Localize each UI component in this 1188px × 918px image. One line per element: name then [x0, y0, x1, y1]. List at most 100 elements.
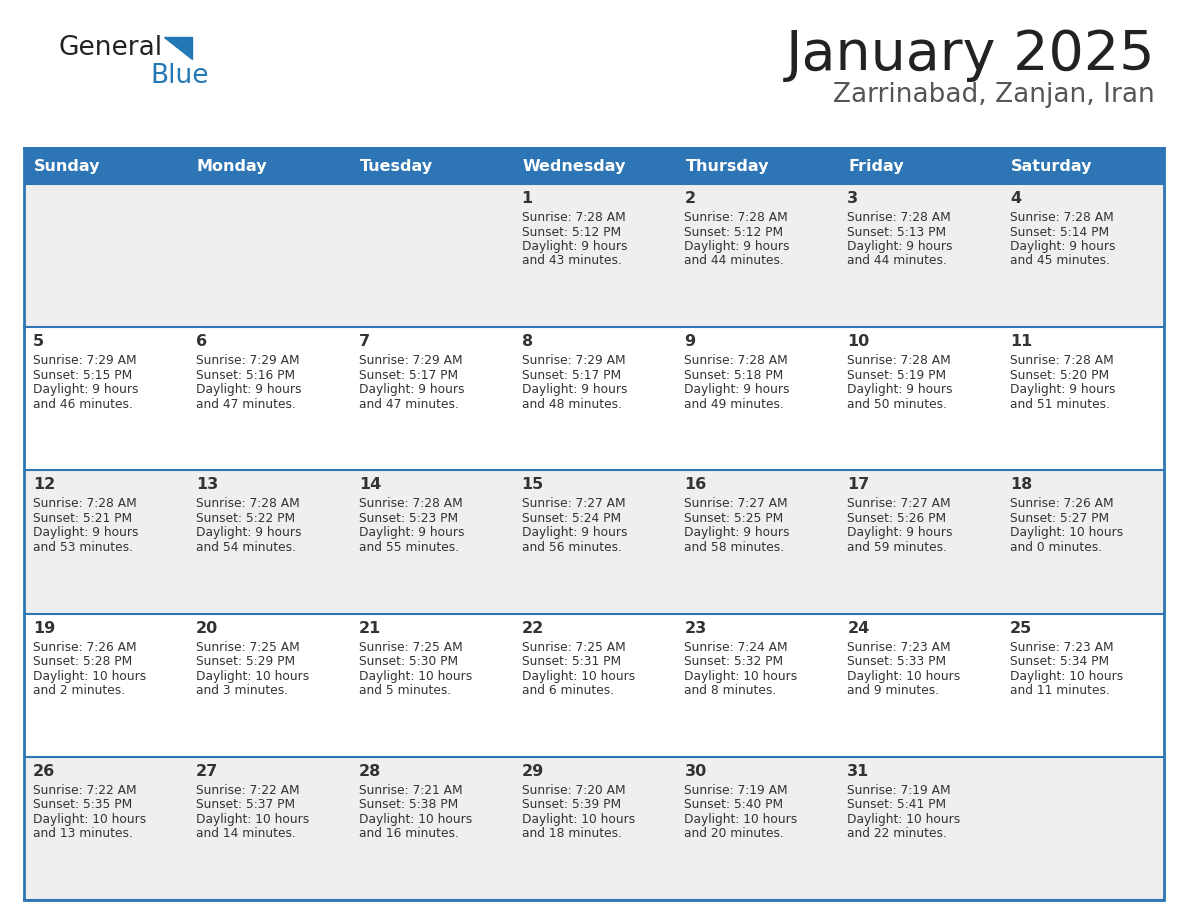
Text: 27: 27	[196, 764, 219, 778]
Text: and 47 minutes.: and 47 minutes.	[359, 397, 459, 410]
Text: Sunrise: 7:28 AM: Sunrise: 7:28 AM	[359, 498, 462, 510]
Text: Sunset: 5:37 PM: Sunset: 5:37 PM	[196, 799, 295, 812]
Text: Sunset: 5:22 PM: Sunset: 5:22 PM	[196, 512, 295, 525]
Bar	[839, 613, 1001, 756]
Text: Daylight: 9 hours: Daylight: 9 hours	[1010, 383, 1116, 397]
Text: Sunset: 5:18 PM: Sunset: 5:18 PM	[684, 369, 784, 382]
Bar	[349, 470, 512, 613]
Text: Sunrise: 7:28 AM: Sunrise: 7:28 AM	[1010, 211, 1114, 224]
Text: Daylight: 10 hours: Daylight: 10 hours	[196, 812, 309, 826]
Bar	[24, 756, 187, 900]
Text: and 49 minutes.: and 49 minutes.	[684, 397, 784, 410]
Text: Saturday: Saturday	[1011, 159, 1093, 174]
Text: Sunrise: 7:27 AM: Sunrise: 7:27 AM	[847, 498, 950, 510]
Bar	[676, 756, 839, 900]
Text: Daylight: 9 hours: Daylight: 9 hours	[847, 240, 953, 253]
Text: 23: 23	[684, 621, 707, 635]
Text: and 44 minutes.: and 44 minutes.	[847, 254, 947, 267]
Text: and 56 minutes.: and 56 minutes.	[522, 541, 621, 554]
Text: Sunrise: 7:19 AM: Sunrise: 7:19 AM	[684, 784, 788, 797]
Text: and 47 minutes.: and 47 minutes.	[196, 397, 296, 410]
Text: Sunrise: 7:22 AM: Sunrise: 7:22 AM	[33, 784, 137, 797]
Text: Sunrise: 7:23 AM: Sunrise: 7:23 AM	[847, 641, 950, 654]
Text: and 5 minutes.: and 5 minutes.	[359, 684, 451, 697]
Text: Daylight: 9 hours: Daylight: 9 hours	[196, 526, 302, 540]
Text: 22: 22	[522, 621, 544, 635]
Text: Sunrise: 7:28 AM: Sunrise: 7:28 AM	[522, 211, 625, 224]
Text: Blue: Blue	[150, 63, 209, 89]
Text: Daylight: 10 hours: Daylight: 10 hours	[33, 812, 146, 826]
Bar	[512, 148, 676, 184]
Text: 9: 9	[684, 334, 695, 349]
Text: 30: 30	[684, 764, 707, 778]
Text: Sunrise: 7:29 AM: Sunrise: 7:29 AM	[522, 354, 625, 367]
Bar	[349, 756, 512, 900]
Bar	[676, 184, 839, 327]
Text: Sunrise: 7:22 AM: Sunrise: 7:22 AM	[196, 784, 299, 797]
Text: and 50 minutes.: and 50 minutes.	[847, 397, 947, 410]
Text: 12: 12	[33, 477, 56, 492]
Text: and 11 minutes.: and 11 minutes.	[1010, 684, 1110, 697]
Text: 29: 29	[522, 764, 544, 778]
Text: and 46 minutes.: and 46 minutes.	[33, 397, 133, 410]
Text: Sunset: 5:41 PM: Sunset: 5:41 PM	[847, 799, 947, 812]
Text: 1: 1	[522, 191, 532, 206]
Text: Daylight: 10 hours: Daylight: 10 hours	[684, 669, 797, 683]
Text: Sunset: 5:38 PM: Sunset: 5:38 PM	[359, 799, 457, 812]
Bar	[676, 148, 839, 184]
Bar	[349, 327, 512, 470]
Text: Sunrise: 7:28 AM: Sunrise: 7:28 AM	[684, 354, 788, 367]
Text: and 20 minutes.: and 20 minutes.	[684, 827, 784, 840]
Text: 6: 6	[196, 334, 207, 349]
Bar	[512, 613, 676, 756]
Text: Sunset: 5:20 PM: Sunset: 5:20 PM	[1010, 369, 1110, 382]
Text: Sunset: 5:34 PM: Sunset: 5:34 PM	[1010, 655, 1110, 668]
Text: Friday: Friday	[848, 159, 904, 174]
Text: Sunset: 5:13 PM: Sunset: 5:13 PM	[847, 226, 947, 239]
Text: 15: 15	[522, 477, 544, 492]
Text: and 6 minutes.: and 6 minutes.	[522, 684, 614, 697]
Text: January 2025: January 2025	[785, 28, 1155, 82]
Text: Sunset: 5:35 PM: Sunset: 5:35 PM	[33, 799, 132, 812]
Text: Sunrise: 7:28 AM: Sunrise: 7:28 AM	[847, 211, 952, 224]
Text: and 22 minutes.: and 22 minutes.	[847, 827, 947, 840]
Text: Zarrinabad, Zanjan, Iran: Zarrinabad, Zanjan, Iran	[833, 82, 1155, 108]
Text: Daylight: 9 hours: Daylight: 9 hours	[522, 383, 627, 397]
Text: 4: 4	[1010, 191, 1022, 206]
Bar	[349, 148, 512, 184]
Text: Sunset: 5:19 PM: Sunset: 5:19 PM	[847, 369, 947, 382]
Text: and 48 minutes.: and 48 minutes.	[522, 397, 621, 410]
Bar	[24, 148, 1164, 900]
Bar	[676, 327, 839, 470]
Bar	[839, 327, 1001, 470]
Text: 11: 11	[1010, 334, 1032, 349]
Text: Daylight: 10 hours: Daylight: 10 hours	[1010, 669, 1124, 683]
Text: Sunrise: 7:28 AM: Sunrise: 7:28 AM	[33, 498, 137, 510]
Text: 24: 24	[847, 621, 870, 635]
Text: and 53 minutes.: and 53 minutes.	[33, 541, 133, 554]
Text: 5: 5	[33, 334, 44, 349]
Text: Daylight: 9 hours: Daylight: 9 hours	[359, 383, 465, 397]
Text: 14: 14	[359, 477, 381, 492]
Text: Daylight: 9 hours: Daylight: 9 hours	[684, 240, 790, 253]
Bar	[839, 184, 1001, 327]
Text: Daylight: 10 hours: Daylight: 10 hours	[847, 812, 961, 826]
Bar	[839, 470, 1001, 613]
Text: Daylight: 10 hours: Daylight: 10 hours	[359, 812, 472, 826]
Bar	[839, 148, 1001, 184]
Bar	[187, 470, 349, 613]
Text: 20: 20	[196, 621, 219, 635]
Text: Sunset: 5:17 PM: Sunset: 5:17 PM	[522, 369, 620, 382]
Text: Sunset: 5:14 PM: Sunset: 5:14 PM	[1010, 226, 1110, 239]
Text: Sunset: 5:12 PM: Sunset: 5:12 PM	[522, 226, 620, 239]
Bar	[512, 327, 676, 470]
Bar	[187, 148, 349, 184]
Text: Daylight: 9 hours: Daylight: 9 hours	[522, 240, 627, 253]
Text: Sunrise: 7:26 AM: Sunrise: 7:26 AM	[1010, 498, 1114, 510]
Text: 31: 31	[847, 764, 870, 778]
Text: 16: 16	[684, 477, 707, 492]
Text: Sunrise: 7:29 AM: Sunrise: 7:29 AM	[359, 354, 462, 367]
Text: 7: 7	[359, 334, 369, 349]
Bar	[1001, 756, 1164, 900]
Bar	[512, 184, 676, 327]
